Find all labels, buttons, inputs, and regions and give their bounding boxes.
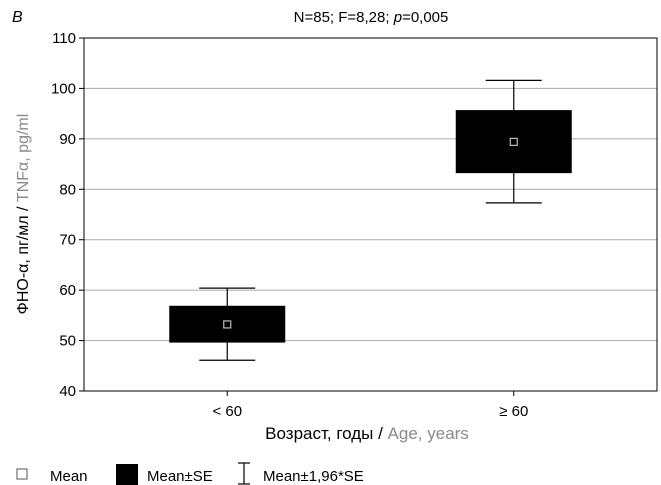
title-prefix: N=85; F=8,28; [294,9,394,26]
y-tick-label-110: 110 [52,30,76,47]
grid-lines [84,87,657,342]
se-box-2 [455,110,572,174]
x-tick-label-1: < 60 [212,403,242,420]
legend-mean-se-label: Mean±SE [147,468,213,485]
y-axis-label-sep: / [15,202,32,215]
y-tick-label-90: 90 [59,131,76,148]
box-group-1 [169,287,286,361]
y-tick-label-50: 50 [59,333,76,350]
x-axis-label-sep: / [373,424,387,443]
x-axis-label-en: Age, years [388,424,469,443]
y-axis-label-ru: ФНО-α, пг/мл [15,215,32,314]
x-axis-label-ru: Возраст, годы [265,424,373,443]
legend-mean-label: Mean [50,468,88,485]
legend-whisker-icon [238,462,250,485]
panel-label: B [12,9,23,26]
legend-whisker-label: Mean±1,96*SE [263,468,364,485]
y-tick-label-60: 60 [59,282,76,299]
y-axis-label-en: TNFα, pg/ml [15,114,32,202]
chart-title: N=85; F=8,28; p=0,005 [294,9,449,26]
box-plot-layer [169,79,572,361]
mean-marker-2 [509,137,518,146]
y-axis-label: ФНО-α, пг/мл / TNFα, pg/ml [15,114,32,315]
box-group-2 [455,79,572,204]
plot-frame [83,37,658,392]
legend-mean-se-icon [116,464,138,485]
y-tick-label-70: 70 [59,232,76,249]
y-tick-label-100: 100 [51,80,76,97]
y-axis-ticks: 40 50 60 70 80 90 100 110 [51,30,84,400]
legend: Mean Mean±SE Mean±1,96*SE [16,462,364,485]
legend-mean-icon [16,468,28,480]
title-p-symbol: p [393,9,402,26]
mean-marker-1 [223,320,232,329]
title-suffix: =0,005 [402,9,448,26]
x-tick-label-2: ≥ 60 [499,403,528,420]
y-tick-label-80: 80 [59,181,76,198]
se-box-1 [169,305,286,343]
y-tick-label-40: 40 [59,383,76,400]
x-axis-ticks: < 60 ≥ 60 [212,391,528,420]
x-axis-label: Возраст, годы / Age, years [265,424,469,443]
